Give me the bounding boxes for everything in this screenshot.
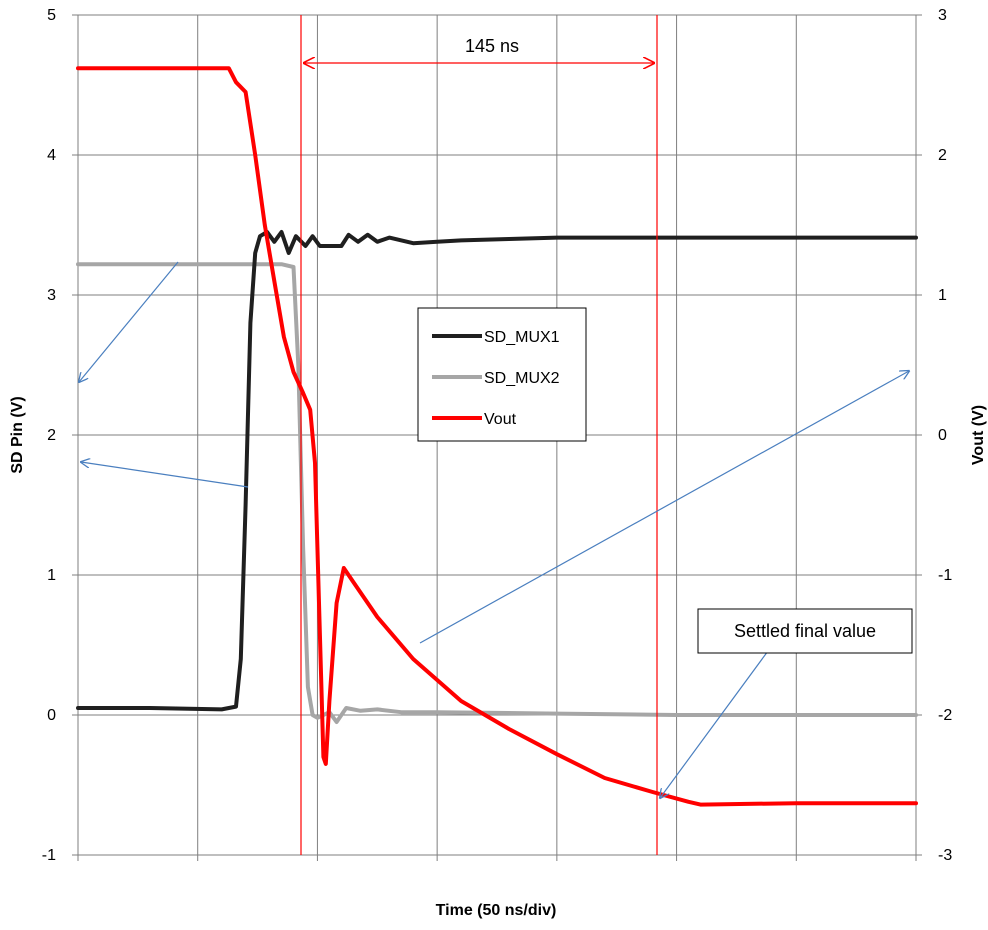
y-axis-right-title: Vout (V) [970, 405, 987, 465]
y-tick-label-right: -3 [938, 847, 952, 864]
y-tick-label-left: 1 [47, 567, 56, 584]
series-line-vout [76, 66, 918, 807]
y-tick-label-right: 2 [938, 147, 947, 164]
y-axis-left-title: SD Pin (V) [9, 396, 26, 473]
series-layer [76, 66, 918, 807]
callout-arrow-sd-mux2 [79, 261, 179, 382]
callout-arrow-settled [660, 650, 769, 798]
y-tick-label-left: 5 [47, 7, 56, 24]
y-tick-label-right: 1 [938, 287, 947, 304]
series-line-sd-mux1 [76, 230, 918, 712]
x-axis-title: Time (50 ns/div) [436, 902, 557, 919]
y-tick-label-right: -1 [938, 567, 952, 584]
y-tick-label-left: 2 [47, 427, 56, 444]
callout-arrow-vout [419, 371, 909, 644]
y-tick-label-left: -1 [42, 847, 56, 864]
legend-label-vout: Vout [484, 411, 517, 428]
y-tick-label-right: 3 [938, 7, 947, 24]
callout-label: Settled final value [734, 621, 876, 641]
legend-label-sd-mux1: SD_MUX1 [484, 329, 560, 346]
y-axis-left-ticks: 5 4 3 2 1 0 -1 [42, 7, 78, 864]
callout-box [697, 608, 913, 654]
callout-arrow-sd-mux1 [81, 462, 249, 488]
interval-label: 145 ns [465, 36, 519, 56]
y-tick-label-left: 4 [47, 147, 56, 164]
y-axis-right-ticks: 3 2 1 0 -1 -2 -3 [916, 7, 952, 864]
y-tick-label-left: 3 [47, 287, 56, 304]
y-tick-label-left: 0 [47, 707, 56, 724]
series-line-sd-mux2 [76, 262, 918, 724]
y-tick-label-right: -2 [938, 707, 952, 724]
legend: SD_MUX1 SD_MUX2 Vout [417, 307, 587, 442]
y-tick-label-right: 0 [938, 427, 947, 444]
legend-label-sd-mux2: SD_MUX2 [484, 370, 560, 387]
